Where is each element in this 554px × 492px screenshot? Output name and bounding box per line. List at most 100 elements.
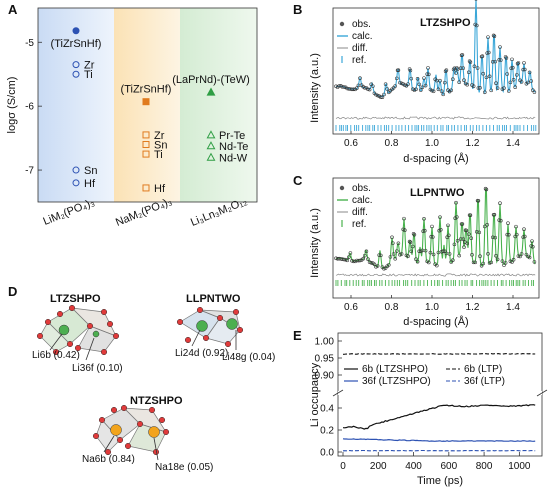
ytick-label: -6 bbox=[25, 102, 34, 113]
obs-point bbox=[514, 224, 518, 229]
obs-point bbox=[511, 65, 515, 70]
obs-point bbox=[460, 222, 465, 226]
legend-obs: obs. bbox=[352, 183, 371, 194]
structure-drawings bbox=[36, 304, 244, 461]
obs-point bbox=[436, 87, 441, 92]
point-label: (LaPrNd)-(TeW) bbox=[172, 74, 250, 86]
obs-point bbox=[383, 82, 388, 86]
obs-point bbox=[492, 212, 497, 217]
xtick-label: 400 bbox=[405, 461, 422, 472]
axis-break-mark bbox=[536, 389, 548, 397]
point-label: Nd-Te bbox=[219, 141, 248, 153]
panel-a-frame bbox=[37, 7, 258, 203]
obs-point bbox=[439, 89, 444, 93]
obs-point bbox=[476, 199, 481, 203]
obs-point bbox=[529, 79, 533, 83]
structure-title-2: NTZSHPO bbox=[130, 395, 183, 407]
obs-point bbox=[521, 235, 525, 239]
oxygen-atom bbox=[216, 314, 224, 322]
pointer-line bbox=[85, 337, 95, 361]
obs-point bbox=[391, 252, 396, 256]
obs-point bbox=[351, 87, 356, 92]
xtick-label: 0 bbox=[340, 461, 346, 472]
obs-point bbox=[522, 61, 526, 65]
obs-point bbox=[380, 95, 385, 99]
obs-point bbox=[422, 217, 426, 221]
obs-point bbox=[500, 259, 505, 263]
obs-point bbox=[461, 237, 465, 241]
obs-point bbox=[423, 248, 428, 253]
site-label-1a: Li24d (0.92) bbox=[175, 348, 228, 359]
point-label: Sn bbox=[154, 140, 167, 152]
obs-point bbox=[372, 262, 377, 267]
obs-point bbox=[530, 239, 534, 243]
panel-c-ylabel: Intensity (a.u.) bbox=[309, 208, 321, 278]
oxygen-atom bbox=[110, 406, 118, 414]
obs-point bbox=[475, 23, 479, 28]
legend-obs-marker bbox=[339, 185, 345, 191]
site-label-0b: Li36f (0.10) bbox=[72, 363, 123, 374]
obs-point bbox=[388, 255, 393, 259]
obs-point bbox=[527, 70, 532, 75]
obs-point bbox=[436, 250, 441, 255]
panel-b-ref-ticks bbox=[335, 125, 537, 131]
panel-b-ylabel: Intensity (a.u.) bbox=[309, 53, 321, 123]
obs-point bbox=[422, 76, 426, 80]
obs-point bbox=[403, 83, 407, 87]
obs-point bbox=[420, 85, 425, 90]
obs-point bbox=[472, 64, 477, 69]
obs-point bbox=[515, 73, 519, 77]
obs-point bbox=[379, 95, 383, 99]
obs-point bbox=[399, 252, 404, 256]
obs-point bbox=[395, 76, 399, 81]
obs-point bbox=[438, 78, 442, 83]
obs-point bbox=[411, 244, 415, 249]
obs-point bbox=[391, 241, 395, 245]
oxygen-atom bbox=[136, 420, 144, 428]
obs-point bbox=[521, 67, 525, 72]
obs-point bbox=[489, 260, 493, 265]
obs-point bbox=[339, 257, 343, 261]
obs-point bbox=[358, 76, 362, 80]
oxygen-atom bbox=[98, 416, 106, 424]
obs-point bbox=[523, 234, 527, 239]
obs-point bbox=[382, 266, 386, 271]
obs-point bbox=[407, 239, 412, 244]
obs-point bbox=[497, 58, 501, 62]
obs-point bbox=[507, 233, 511, 237]
panel-c-title: LLPNTWO bbox=[410, 187, 465, 199]
ytick-label: -5 bbox=[25, 38, 34, 49]
obs-point bbox=[452, 66, 457, 71]
lithium-atom bbox=[58, 324, 70, 336]
pointer-line bbox=[191, 329, 201, 347]
data-point bbox=[206, 87, 216, 96]
obs-point bbox=[532, 260, 537, 264]
obs-point bbox=[499, 58, 503, 62]
line-6b-ltp bbox=[342, 353, 536, 355]
oxygen-atom bbox=[68, 304, 76, 312]
obs-point bbox=[491, 235, 495, 240]
obs-point bbox=[447, 252, 452, 256]
obs-point bbox=[495, 257, 500, 262]
oxygen-atom bbox=[44, 318, 52, 326]
obs-point bbox=[409, 249, 413, 254]
obs-point bbox=[431, 89, 436, 94]
obs-point bbox=[455, 67, 460, 71]
oxygen-atom bbox=[124, 442, 132, 450]
obs-point bbox=[366, 257, 370, 261]
xtick-label: 1.4 bbox=[506, 302, 520, 313]
obs-point bbox=[526, 80, 530, 85]
pointer-line bbox=[49, 333, 63, 351]
obs-point bbox=[403, 228, 407, 232]
panel-d: D LTZSHPO LLPNTWO NTZSHPO Li6b (0.42) Li… bbox=[8, 284, 275, 473]
obs-point bbox=[491, 33, 496, 38]
panel-e-xlabel: Time (ps) bbox=[417, 475, 463, 487]
obs-point bbox=[487, 261, 492, 265]
obs-point bbox=[417, 82, 421, 87]
obs-point bbox=[455, 215, 459, 219]
data-point bbox=[206, 141, 216, 150]
obs-point bbox=[350, 259, 354, 263]
xtick-label: 1.0 bbox=[425, 138, 439, 149]
obs-point bbox=[483, 90, 487, 95]
